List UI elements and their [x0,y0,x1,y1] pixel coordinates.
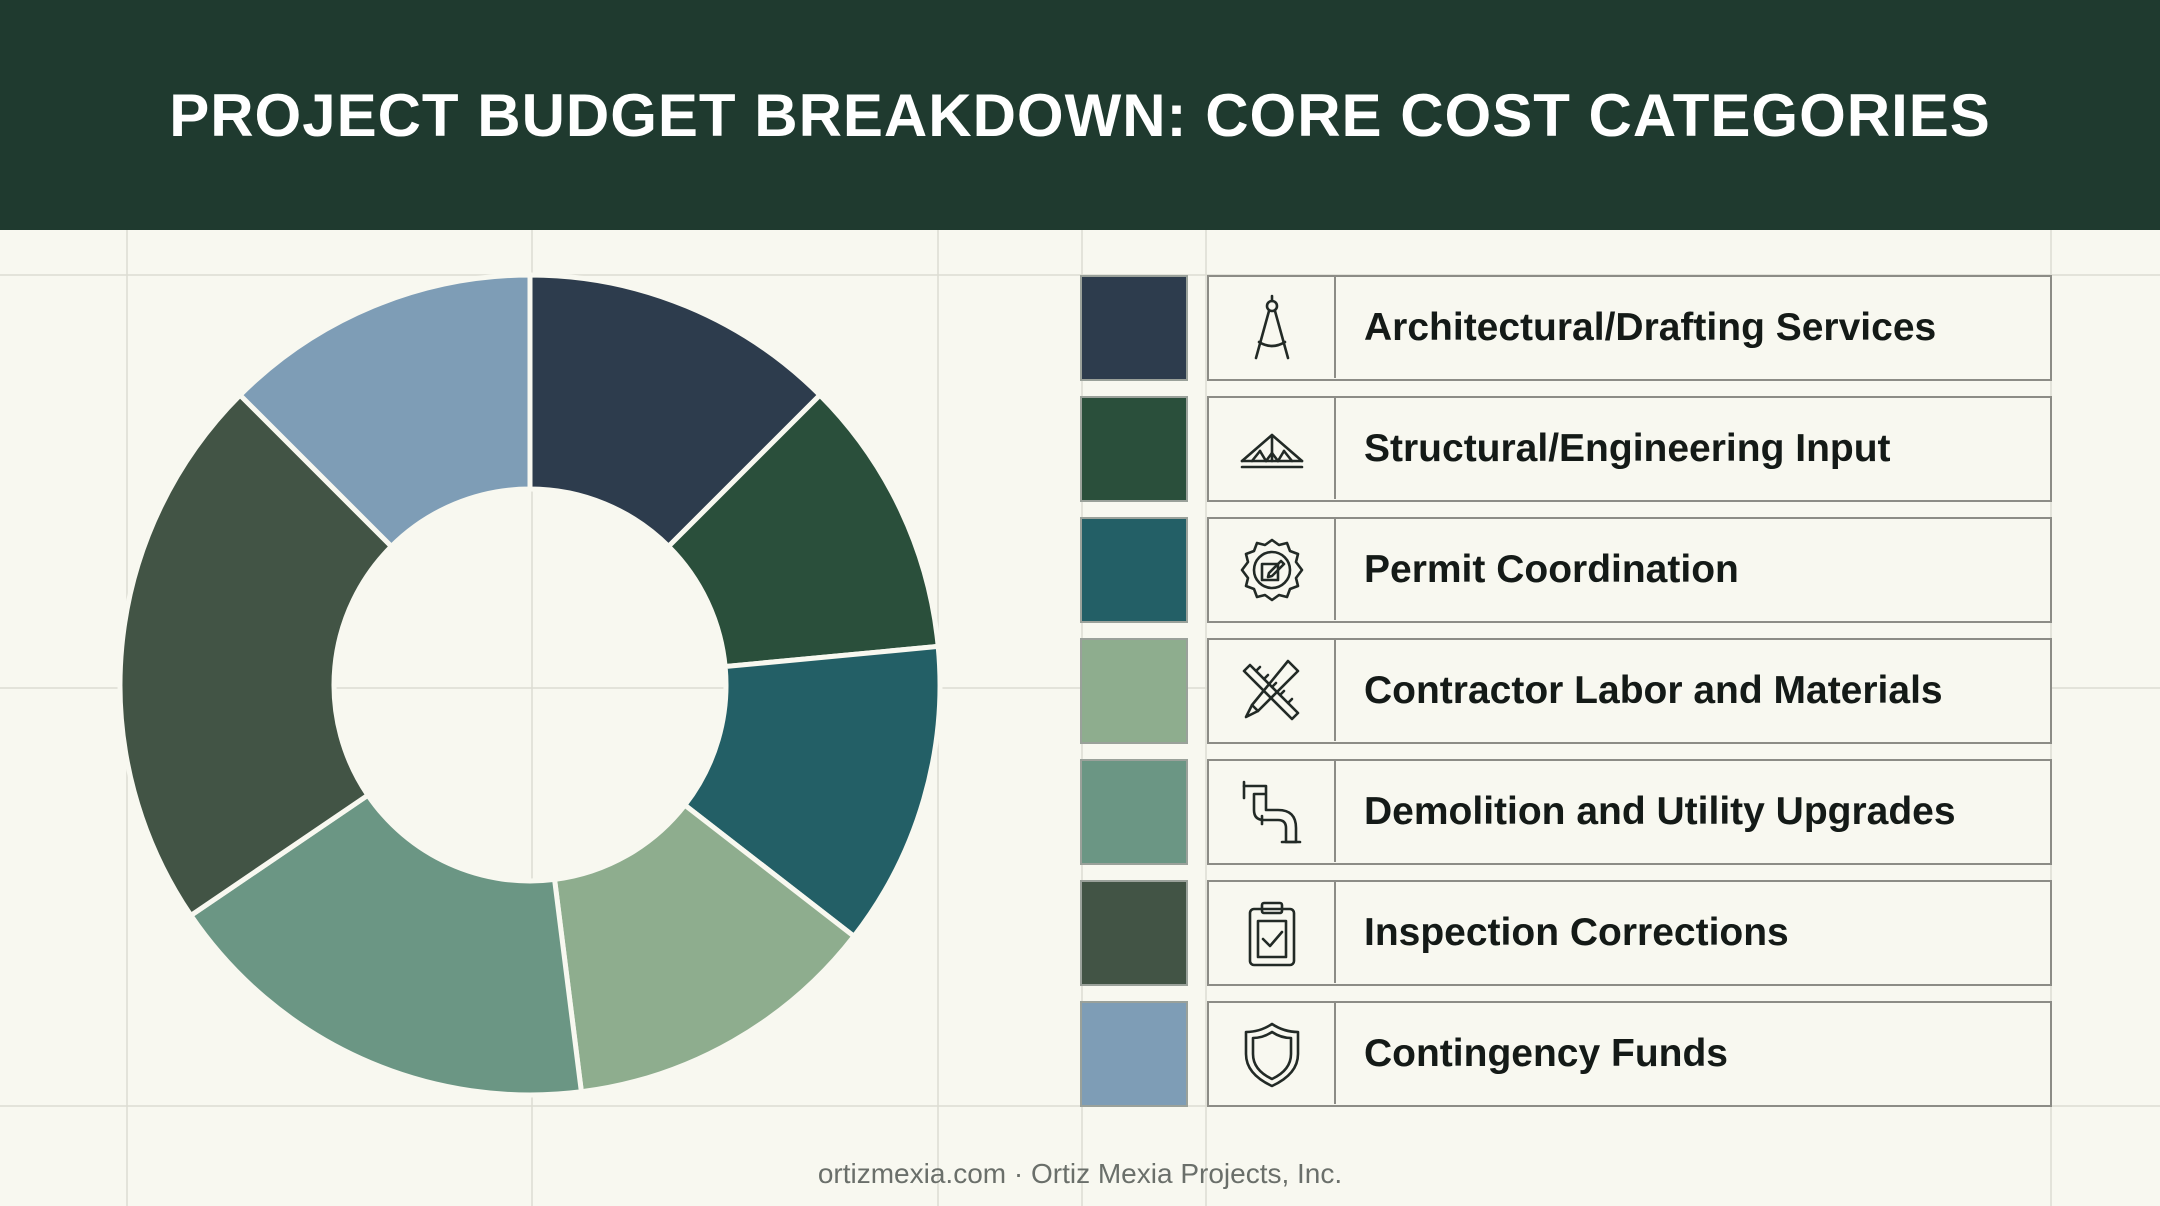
legend-swatch [1080,638,1188,744]
donut-slice-7 [236,272,533,550]
legend-row: Architectural/Drafting Services [1080,275,2055,381]
compass-icon [1209,277,1336,378]
donut-slice-6 [117,391,395,919]
legend-label: Architectural/Drafting Services [1364,305,1937,349]
legend-swatch [1080,880,1188,986]
footer-credit: ortizmexia.com · Ortiz Mexia Projects, I… [817,1158,1343,1189]
legend-label: Contingency Funds [1364,1031,1728,1075]
legend-swatch [1080,517,1188,623]
roof-truss-icon [1209,398,1336,499]
donut-slice-3 [681,643,943,940]
donut-slice-5 [187,791,585,1098]
legend-label: Contractor Labor and Materials [1364,668,1943,712]
clipboard-check-icon [1209,882,1336,983]
header-banner: PROJECT BUDGET BREAKDOWN: CORE COST CATE… [0,0,2160,230]
donut-chart [117,272,943,1098]
legend-row: Inspection Corrections [1080,880,2055,986]
legend-swatch [1080,275,1188,381]
legend-label: Inspection Corrections [1364,910,1789,954]
donut-slice-2 [665,391,941,670]
legend-swatch [1080,759,1188,865]
donut-slice-4 [551,801,858,1095]
legend-label: Demolition and Utility Upgrades [1364,789,1956,833]
ruler-pencil-icon [1209,640,1336,741]
legend-card: Demolition and Utility Upgrades [1207,759,2052,865]
legend-swatch [1080,396,1188,502]
page-title: PROJECT BUDGET BREAKDOWN: CORE COST CATE… [169,81,1991,149]
legend-row: Structural/Engineering Input [1080,396,2055,502]
legend-card: Contractor Labor and Materials [1207,638,2052,744]
legend-row: Contingency Funds [1080,1001,2055,1107]
shield-icon [1209,1003,1336,1104]
legend-card: Structural/Engineering Input [1207,396,2052,502]
legend-label: Permit Coordination [1364,547,1739,591]
legend-label: Structural/Engineering Input [1364,426,1891,470]
legend-swatch [1080,1001,1188,1107]
legend-row: Demolition and Utility Upgrades [1080,759,2055,865]
legend-row: Permit Coordination [1080,517,2055,623]
legend-card: Architectural/Drafting Services [1207,275,2052,381]
legend-card: Permit Coordination [1207,517,2052,623]
legend-card: Contingency Funds [1207,1001,2052,1107]
legend-row: Contractor Labor and Materials [1080,638,2055,744]
pipe-icon [1209,761,1336,862]
legend-card: Inspection Corrections [1207,880,2052,986]
permit-seal-icon [1209,519,1336,620]
donut-slice-1 [527,272,824,550]
